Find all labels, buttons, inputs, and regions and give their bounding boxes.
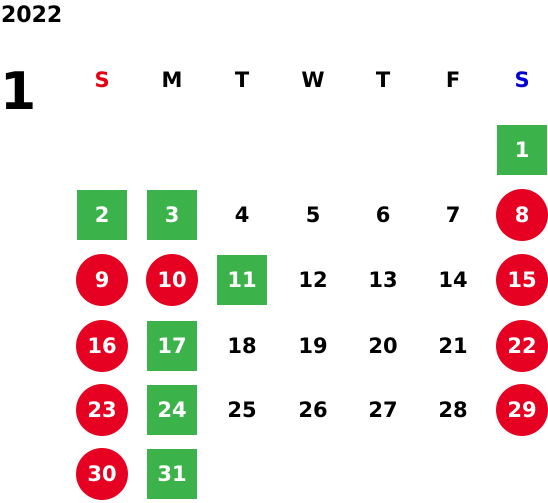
day-cell-15[interactable]: 15 <box>496 254 548 306</box>
weekday-tuesday: T <box>234 68 250 92</box>
day-cell-22[interactable]: 22 <box>496 320 548 372</box>
day-cell-14[interactable]: 14 <box>438 268 468 292</box>
day-cell-3[interactable]: 3 <box>147 190 197 240</box>
day-cell-21[interactable]: 21 <box>438 334 468 358</box>
day-cell-16[interactable]: 16 <box>76 320 128 372</box>
day-cell-18[interactable]: 18 <box>227 334 257 358</box>
day-cell-6[interactable]: 6 <box>375 203 391 227</box>
day-cell-7[interactable]: 7 <box>445 203 461 227</box>
day-cell-27[interactable]: 27 <box>368 398 398 422</box>
day-cell-2[interactable]: 2 <box>77 190 127 240</box>
day-cell-26[interactable]: 26 <box>298 398 328 422</box>
weekday-thursday: T <box>375 68 391 92</box>
day-cell-10[interactable]: 10 <box>146 254 198 306</box>
day-cell-31[interactable]: 31 <box>147 449 197 499</box>
day-cell-11[interactable]: 11 <box>217 255 267 305</box>
day-cell-25[interactable]: 25 <box>227 398 257 422</box>
day-cell-29[interactable]: 29 <box>496 384 548 436</box>
weekday-monday: M <box>161 68 183 92</box>
weekday-friday: F <box>445 68 461 92</box>
day-cell-4[interactable]: 4 <box>234 203 250 227</box>
weekday-saturday: S <box>514 68 530 92</box>
day-cell-28[interactable]: 28 <box>438 398 468 422</box>
weekday-wednesday: W <box>301 68 325 92</box>
day-cell-12[interactable]: 12 <box>298 268 328 292</box>
day-cell-30[interactable]: 30 <box>76 448 128 500</box>
day-cell-19[interactable]: 19 <box>298 334 328 358</box>
month-number: 1 <box>0 62 37 122</box>
year-label: 2022 <box>1 3 63 28</box>
day-cell-1[interactable]: 1 <box>497 125 547 175</box>
day-cell-9[interactable]: 9 <box>76 254 128 306</box>
day-cell-23[interactable]: 23 <box>76 384 128 436</box>
day-cell-8[interactable]: 8 <box>496 189 548 241</box>
day-cell-17[interactable]: 17 <box>147 321 197 371</box>
day-cell-5[interactable]: 5 <box>305 203 321 227</box>
day-cell-20[interactable]: 20 <box>368 334 398 358</box>
weekday-sunday: S <box>94 68 110 92</box>
day-cell-24[interactable]: 24 <box>147 385 197 435</box>
day-cell-13[interactable]: 13 <box>368 268 398 292</box>
